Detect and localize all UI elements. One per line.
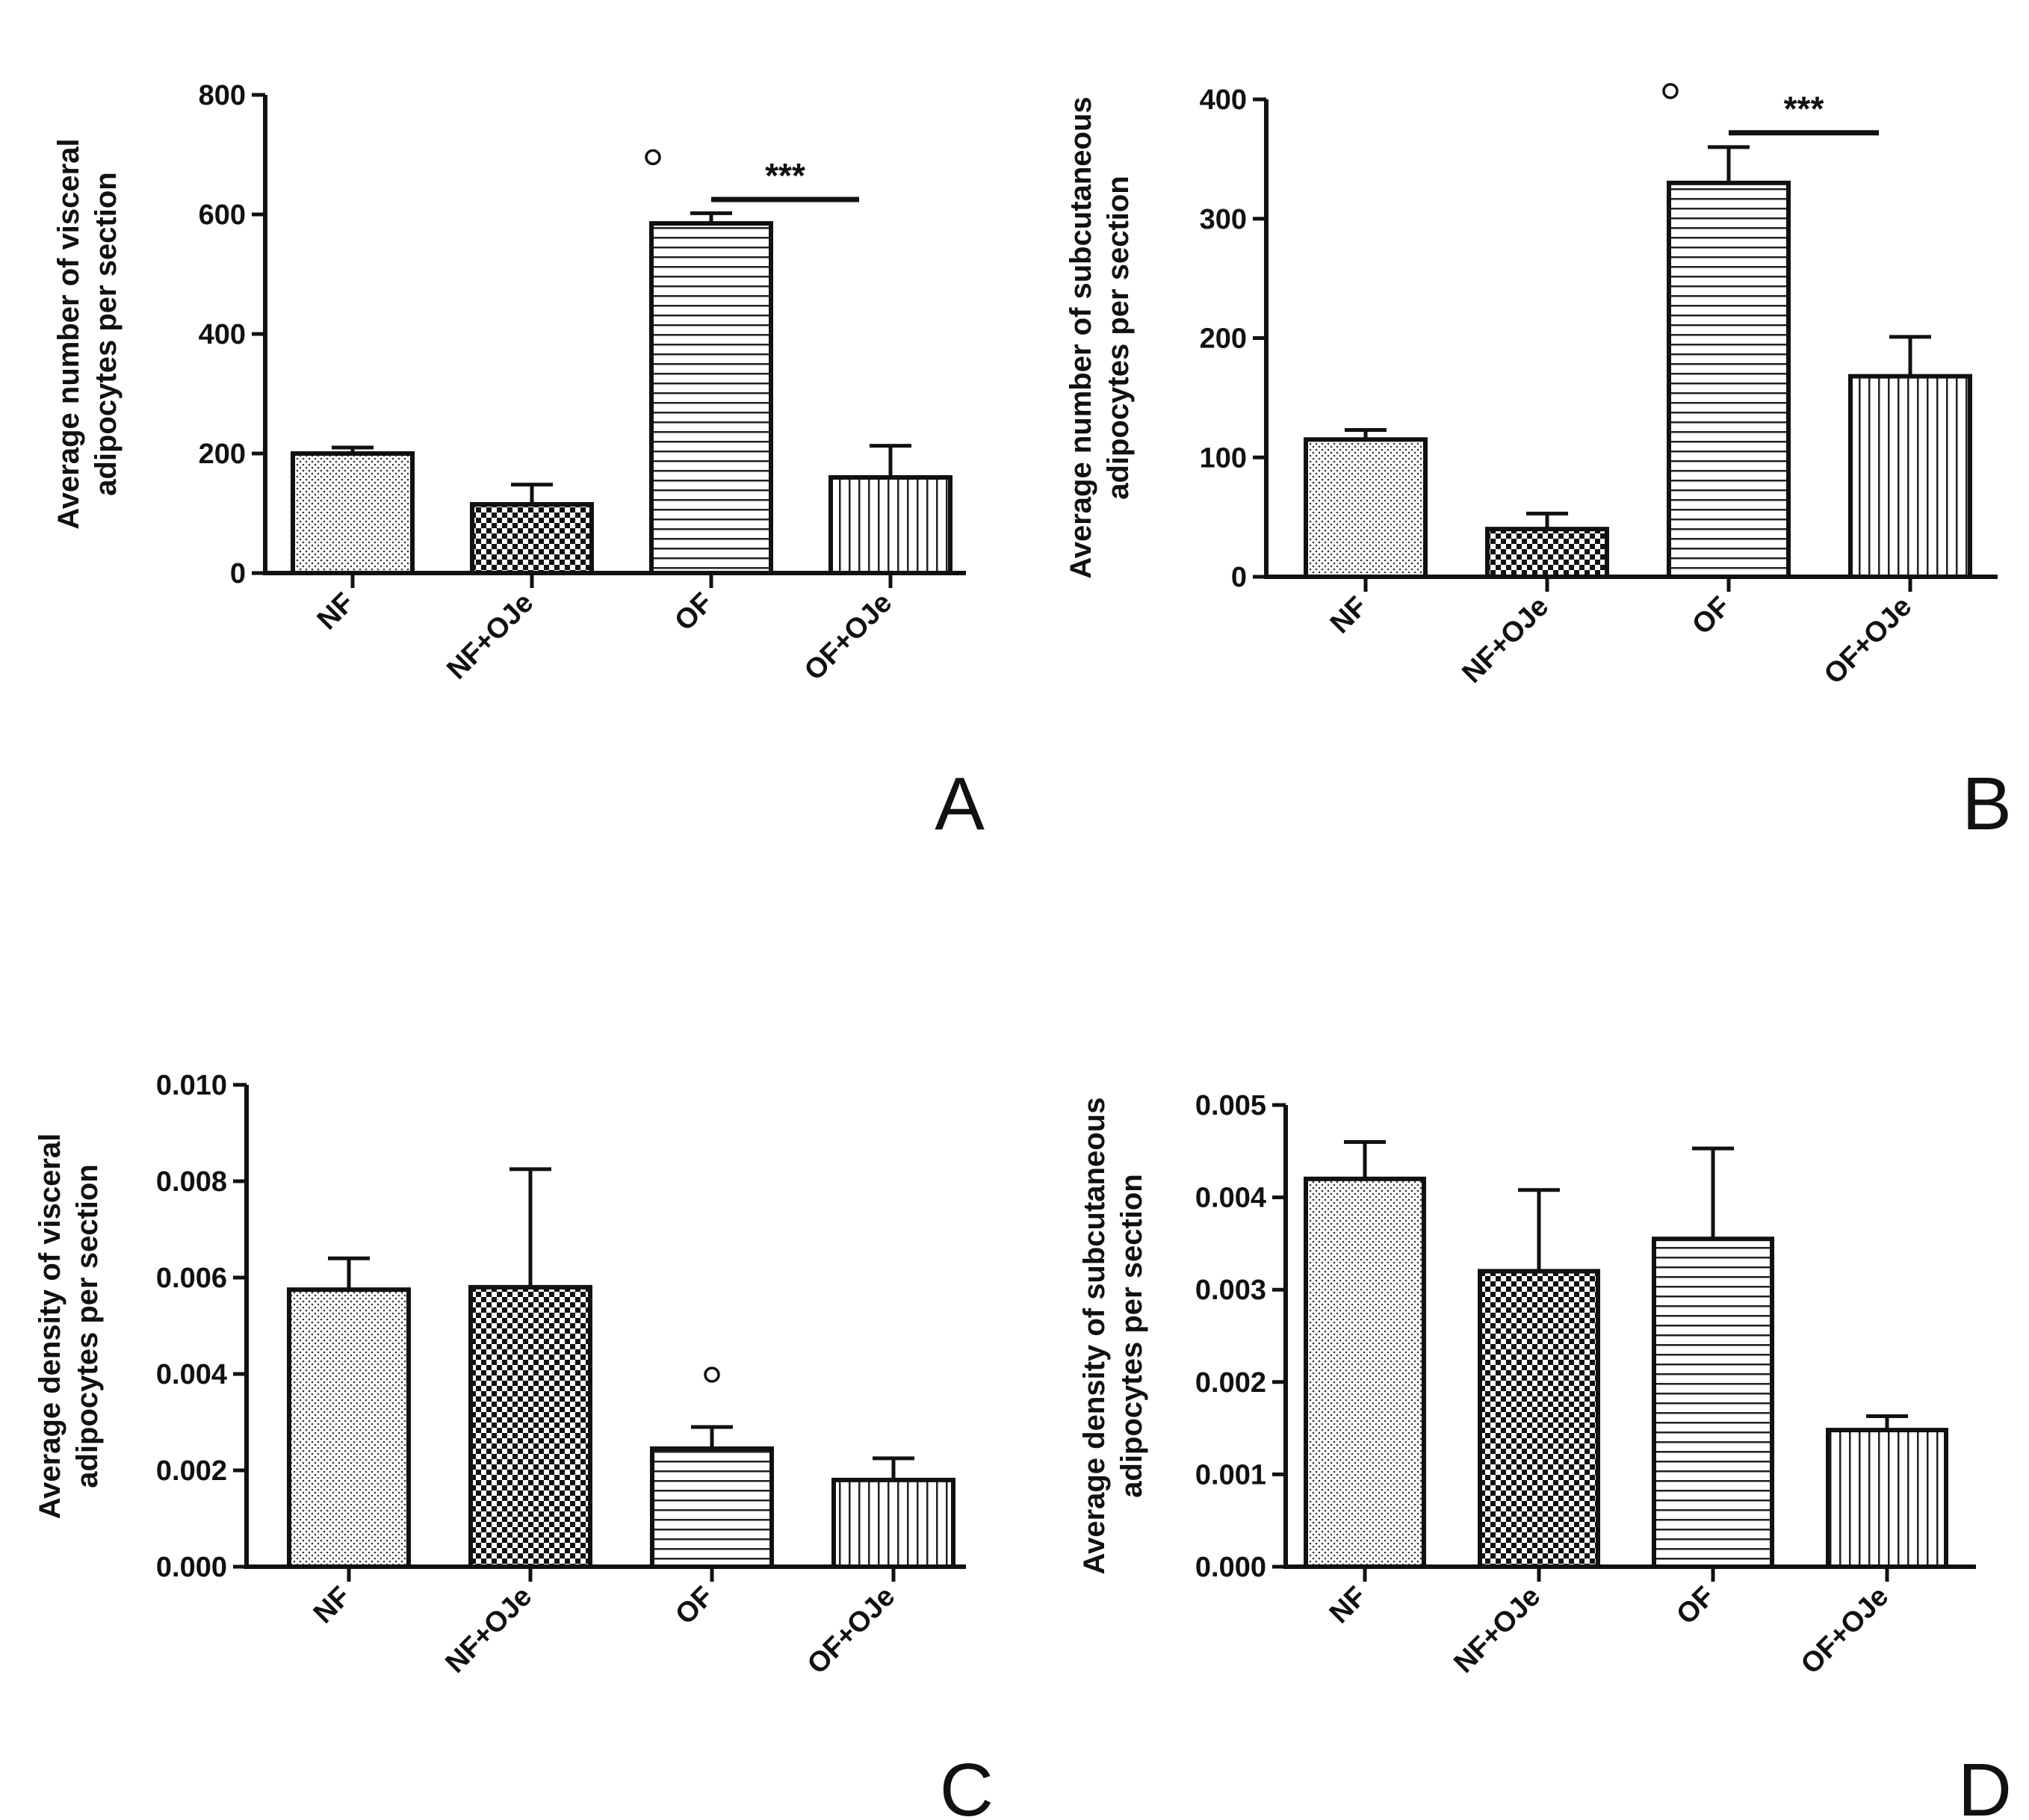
chart-panel-d: 0.000 0.001 0.002 0.003 0.004 0.005 Average de… [1078,1090,2012,1820]
y-tick-label: 0 [230,558,246,589]
y-tick-label: 0.002 [1195,1367,1266,1399]
y-tick-label: 600 [199,199,246,231]
x-tick-label: NF [1324,1581,1373,1630]
y-tick-label: 0.004 [1195,1183,1266,1214]
y-tick-label: 0.004 [156,1359,227,1390]
panel-letter: C [940,1748,994,1820]
significance-stars: *** [765,156,805,195]
bar [1304,437,1428,579]
chart-panel-b: 0 100 200 300 400 Average number of subcutane… [1065,83,2012,846]
significance-circle [645,149,661,166]
bar [1652,1236,1774,1569]
panel-letter: A [935,762,985,846]
y-tick-label: 200 [1200,324,1247,355]
panel-letter: B [1962,762,2012,846]
y-tick-label: 0.010 [156,1070,227,1101]
y-axis-title: Average density of subcutaneous adipocyte… [1078,1098,1148,1575]
y-tick-label: 400 [1200,84,1247,116]
y-axis-title: Average density of visceral adipocytes pe… [34,1133,104,1520]
x-tick-label: NF [308,1581,357,1630]
x-tick-label: OF+OJe [1818,591,1918,690]
bar [828,475,952,575]
panel-letter: D [1958,1748,2012,1820]
bar [1667,180,1791,579]
bar [1304,1176,1426,1569]
y-tick-label: 800 [199,80,246,111]
chart-panel-a: 0 200 400 600 800 Average number of visceral a… [52,80,985,846]
y-axis-title-line: adipocytes per section [1115,1174,1148,1497]
x-tick-label: OF [669,1581,719,1631]
y-tick-label: 0.003 [1195,1275,1266,1306]
bar [649,221,773,575]
y-axis-title-line: Average number of visceral [52,138,85,529]
x-tick-label: NF+OJe [439,1581,538,1680]
y-axis-title: Average number of subcutaneous adipocytes… [1065,96,1135,578]
y-axis-title-line: Average density of visceral [34,1133,66,1520]
bar [831,1477,955,1570]
significance-stars: *** [1784,90,1824,129]
x-tick-label: NF+OJe [441,587,539,686]
bar [1485,527,1609,579]
x-tick-label: NF [1325,591,1374,640]
y-tick-label: 0.006 [156,1263,227,1294]
y-tick-label: 0.000 [156,1552,227,1583]
x-tick-label: NF+OJe [1456,591,1555,690]
y-tick-label: 0.008 [156,1166,227,1198]
x-tick-label: OF [1686,591,1736,641]
bar [287,1287,411,1569]
x-tick-label: OF [669,587,719,637]
significance-circle [704,1366,720,1383]
significance-circle [1662,83,1679,99]
bar [468,1284,592,1570]
x-tick-label: OF+OJe [799,587,898,687]
x-tick-label: OF+OJe [802,1581,901,1680]
y-tick-label: 0.001 [1195,1459,1266,1491]
y-tick-label: 0.000 [1195,1552,1266,1583]
x-tick-label: OF+OJe [1795,1581,1895,1680]
y-tick-label: 100 [1200,442,1247,474]
bar [650,1446,774,1569]
x-tick-label: NF [312,587,361,637]
bar [1848,374,1972,579]
y-tick-label: 0 [1231,562,1247,593]
y-axis-title-line: Average density of subcutaneous [1078,1098,1111,1575]
bar [470,502,594,575]
bar [1478,1269,1600,1569]
y-tick-label: 0.005 [1195,1090,1266,1121]
y-axis-title-line: Average number of subcutaneous [1065,96,1097,578]
y-tick-label: 0.002 [156,1455,227,1487]
y-axis-title: Average number of visceral adipocytes per… [52,138,123,529]
chart-panel-c: 0.000 0.002 0.004 0.006 0.008 0.010 Average de… [34,1070,994,1820]
bar [291,451,415,575]
x-tick-label: NF+OJe [1448,1581,1546,1680]
y-axis-title-line: adipocytes per section [90,172,123,495]
y-axis-title-line: adipocytes per section [1102,176,1135,499]
y-axis-title-line: adipocytes per section [71,1164,104,1488]
y-tick-label: 200 [199,439,246,470]
y-tick-label: 300 [1200,204,1247,235]
x-tick-label: OF [1670,1581,1720,1631]
y-tick-label: 400 [199,319,246,350]
bar [1826,1428,1948,1570]
